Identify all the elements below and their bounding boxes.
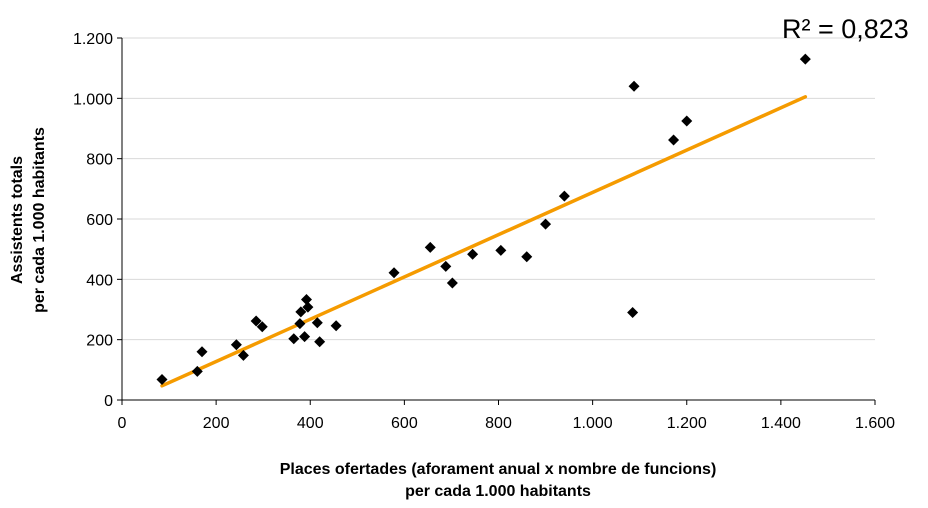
data-point-3	[230, 339, 242, 351]
data-point-12	[302, 301, 314, 313]
data-point-29	[799, 53, 811, 65]
x-tick-label-3: 600	[391, 415, 418, 432]
x-axis-label-line-2: per cada 1.000 habitants	[405, 483, 591, 500]
x-tick-label-5: 1.000	[573, 415, 613, 432]
y-tick-label-1: 200	[86, 333, 113, 350]
data-point-17	[424, 241, 436, 253]
data-point-21	[495, 244, 507, 256]
data-point-0	[156, 373, 168, 385]
data-point-16	[388, 267, 400, 279]
y-tick-label-5: 1.000	[73, 91, 113, 108]
x-tick-label-1: 200	[203, 415, 230, 432]
data-point-14	[314, 336, 326, 348]
data-point-4	[237, 349, 249, 361]
data-point-5	[250, 315, 262, 327]
data-point-22	[521, 251, 533, 263]
y-tick-label-2: 400	[86, 272, 113, 289]
data-point-13	[311, 317, 323, 329]
y-tick-label-4: 800	[86, 152, 113, 169]
data-point-18	[440, 260, 452, 272]
y-tick-label-0: 0	[104, 393, 113, 410]
data-point-8	[294, 318, 306, 330]
r-squared-annotation: R² = 0,823	[782, 14, 909, 44]
data-point-10	[299, 331, 311, 343]
data-point-28	[681, 115, 693, 127]
data-point-11	[300, 294, 312, 306]
tick-labels: 0 200 400 600 800 1.000 1.200 0 200 400 600 800 1.00…	[73, 31, 895, 432]
trendline	[160, 95, 808, 388]
data-points	[156, 53, 811, 385]
data-point-24	[558, 190, 570, 202]
data-point-25	[627, 307, 639, 319]
data-point-7	[288, 333, 300, 345]
data-point-26	[628, 80, 640, 92]
axis-labels: R² = 0,823 Places ofertades (aforament a…	[9, 14, 909, 500]
trendline-layer	[160, 95, 808, 388]
x-tick-label-0: 0	[118, 415, 127, 432]
x-tick-label-8: 1.600	[855, 415, 895, 432]
y-tick-label-3: 600	[86, 212, 113, 229]
data-point-6	[256, 321, 268, 333]
data-point-15	[330, 320, 342, 332]
y-axis-label-line-1: Assistents totals	[9, 156, 26, 284]
data-point-9	[295, 306, 307, 318]
data-point-1	[191, 365, 203, 377]
x-tick-label-6: 1.200	[667, 415, 707, 432]
gridlines	[122, 37, 875, 341]
x-tick-label-4: 800	[485, 415, 512, 432]
x-axis-label-line-1: Places ofertades (aforament anual x nomb…	[280, 461, 717, 478]
y-tick-label-6: 1.200	[73, 31, 113, 48]
data-point-23	[540, 218, 552, 230]
x-tick-label-2: 400	[297, 415, 324, 432]
data-point-27	[668, 134, 680, 146]
data-point-2	[196, 346, 208, 358]
data-point-20	[467, 248, 479, 260]
y-axis-label-line-2: per cada 1.000 habitants	[31, 127, 48, 313]
data-point-19	[446, 277, 458, 289]
x-tick-label-7: 1.400	[761, 415, 801, 432]
